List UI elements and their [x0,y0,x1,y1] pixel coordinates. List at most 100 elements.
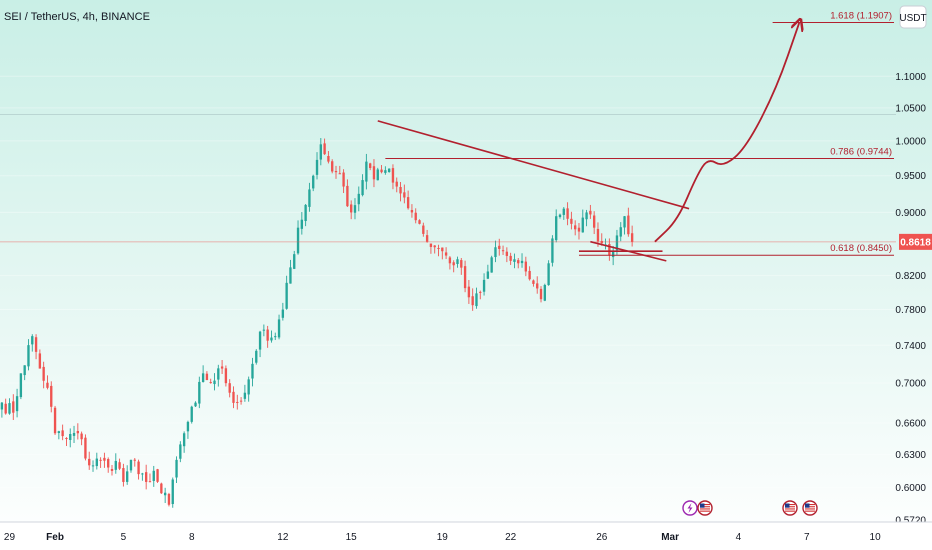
candle-body [365,161,368,182]
event-icons[interactable] [682,500,818,516]
candle-body [517,260,520,264]
currency-button[interactable]: USDT [899,5,927,29]
price-tick-label: 0.6000 [895,483,926,494]
candle-body [425,235,429,242]
candle-body [399,186,402,194]
candle-body [179,444,182,459]
flag-stripe [785,504,795,506]
candle-body [258,331,262,350]
candle-body [448,257,452,264]
candle-body [293,254,296,269]
candle-body [551,238,554,263]
candle-body [327,155,330,162]
candle-body [456,259,459,264]
us-flag-event-icon[interactable] [697,500,713,516]
candle-body [630,233,634,242]
candle-body [274,336,277,338]
candle-body [224,368,228,384]
resistance-trendline[interactable] [377,120,690,210]
candle-body [15,396,19,412]
candle-body [255,350,258,363]
time-tick-label: 29 [4,532,16,543]
price-axis[interactable]: 1.1000 1.0500 1.0000 0.9500 0.9000 0.8200 0.78… [895,0,932,550]
candle-body [536,283,539,289]
price-tick-label: 0.7000 [895,378,926,389]
chart-title-text: SEI / TetherUS, 4h, BINANCE [4,11,150,23]
candle-body [232,391,235,403]
fib-level-label: 0.618 (0.8450) [830,243,892,254]
candle-body [558,214,562,218]
time-tick-label: 22 [505,532,517,543]
candle-body [361,180,364,196]
time-tick-label: 19 [437,532,449,543]
candle-body [547,263,550,286]
flag-canton [805,503,810,508]
candle-body [308,189,311,207]
candle-body [4,403,7,414]
candle-body [99,459,102,461]
price-tick-label: 0.7400 [895,341,926,352]
candle-body [490,257,493,273]
candle-body [31,336,34,345]
candle-body [574,225,577,230]
candle-body [61,430,64,437]
candle-body [277,319,281,338]
flag-icon-ring [802,500,818,516]
candle-body [0,402,4,410]
time-tick-label: 7 [804,532,810,543]
flag-stripe [785,510,795,512]
candle-body [19,373,23,398]
candle-body [570,218,573,224]
current-price-badge [899,233,932,250]
flag-canton [785,503,790,508]
currency-button-label[interactable]: USDT [899,13,926,24]
us-flag-event-icon[interactable] [802,500,818,516]
candle-body [289,267,292,284]
candle-body [186,421,190,432]
time-tick-label: 8 [189,532,195,543]
candle-body [555,216,558,241]
us-flag-event-icon[interactable] [782,500,798,516]
candle-body [334,171,338,173]
candle-body [213,380,216,385]
candle-body [380,169,383,173]
candle-body [592,215,596,228]
candle-body [270,337,273,341]
candle-body [513,259,516,262]
candle-body [285,282,288,309]
candle-body [562,208,565,215]
candle-body [137,461,140,475]
flag-icon-ring [697,500,713,516]
candle-body [346,185,349,207]
candle-body [103,457,106,461]
price-tick-label: 1.0500 [895,103,926,114]
candle-body [463,266,467,289]
candle-body [414,212,417,221]
candle-body [80,433,83,440]
candle-body [118,462,121,469]
price-tick-label: 0.6300 [895,450,926,461]
candle-body [342,172,345,187]
fib-level-label: 0.786 (0.9744) [830,147,892,158]
projection-arrow[interactable] [654,23,799,243]
time-axis[interactable]: 29 Feb 5 8 12 15 19 22 26 Mar 4 7 10 [0,521,932,550]
candle-body [501,250,505,252]
price-tick-label: 1.1000 [895,72,926,83]
candle-body [220,366,224,369]
candle-body [198,381,201,404]
candle-body [194,402,197,407]
fib-level-label: 1.618 (1.1907) [830,10,892,21]
candle-body [467,286,471,298]
candle-body [444,252,448,256]
candle-body [141,473,144,475]
candle-body [543,284,546,301]
candle-body [217,368,220,380]
candle-body [524,261,528,272]
candle-body [300,219,304,229]
drawings[interactable]: 1.618 (1.1907) 0.786 (0.9744) 0.618 (0.845… [0,10,896,262]
lightning-event-icon[interactable] [682,500,698,516]
candle-body [338,173,341,175]
candle-body [27,345,30,367]
candle-body [391,168,395,183]
